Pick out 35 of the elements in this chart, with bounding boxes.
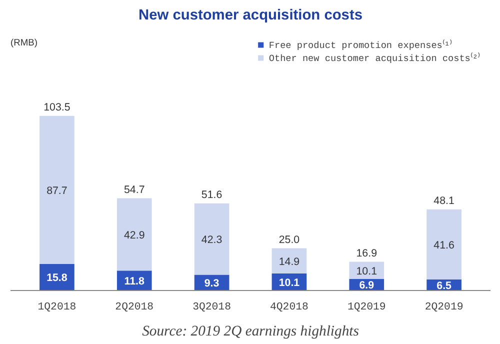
- legend-label: Other new customer acquisition costs⁽²⁾: [268, 52, 480, 64]
- data-label: 9.3: [204, 278, 220, 290]
- x-tick-label: 4Q2018: [270, 302, 308, 314]
- source-note: Source: 2019 2Q earnings highlights: [142, 324, 360, 340]
- total-label: 51.6: [201, 189, 222, 202]
- total-label: 16.9: [356, 248, 378, 260]
- data-label: 10.1: [356, 265, 378, 278]
- bar: [116, 198, 152, 271]
- data-label: 11.8: [124, 276, 145, 288]
- data-label: 15.8: [46, 272, 68, 284]
- data-label: 87.7: [46, 184, 68, 197]
- x-tick-label: 1Q2019: [347, 302, 386, 314]
- data-label: 41.6: [434, 239, 454, 252]
- bar: [426, 209, 462, 280]
- x-tick-label: 3Q2018: [192, 302, 231, 314]
- bar: [40, 116, 74, 264]
- data-label: 6.9: [359, 280, 374, 292]
- total-label: 25.0: [278, 234, 300, 246]
- x-tick-label: 2Q2018: [115, 302, 154, 314]
- x-tick-label: 2Q2019: [424, 302, 464, 314]
- data-label: 14.9: [278, 256, 300, 268]
- total-label: 54.7: [124, 184, 145, 196]
- x-tick-label: 1Q2018: [38, 302, 76, 314]
- chart-title: New customer acquisition costs: [138, 8, 362, 24]
- bar: [194, 203, 230, 275]
- data-label: 42.9: [124, 229, 145, 242]
- data-label: 42.3: [201, 234, 222, 246]
- data-label: 6.5: [436, 280, 452, 292]
- text: (RMB): [10, 37, 38, 48]
- legend-label: Free product promotion expenses⁽¹⁾: [268, 38, 452, 51]
- bar: [349, 262, 384, 279]
- bar: [272, 248, 307, 274]
- total-label: 103.5: [44, 102, 70, 114]
- data-label: 10.1: [278, 276, 300, 289]
- total-label: 48.1: [434, 195, 454, 208]
